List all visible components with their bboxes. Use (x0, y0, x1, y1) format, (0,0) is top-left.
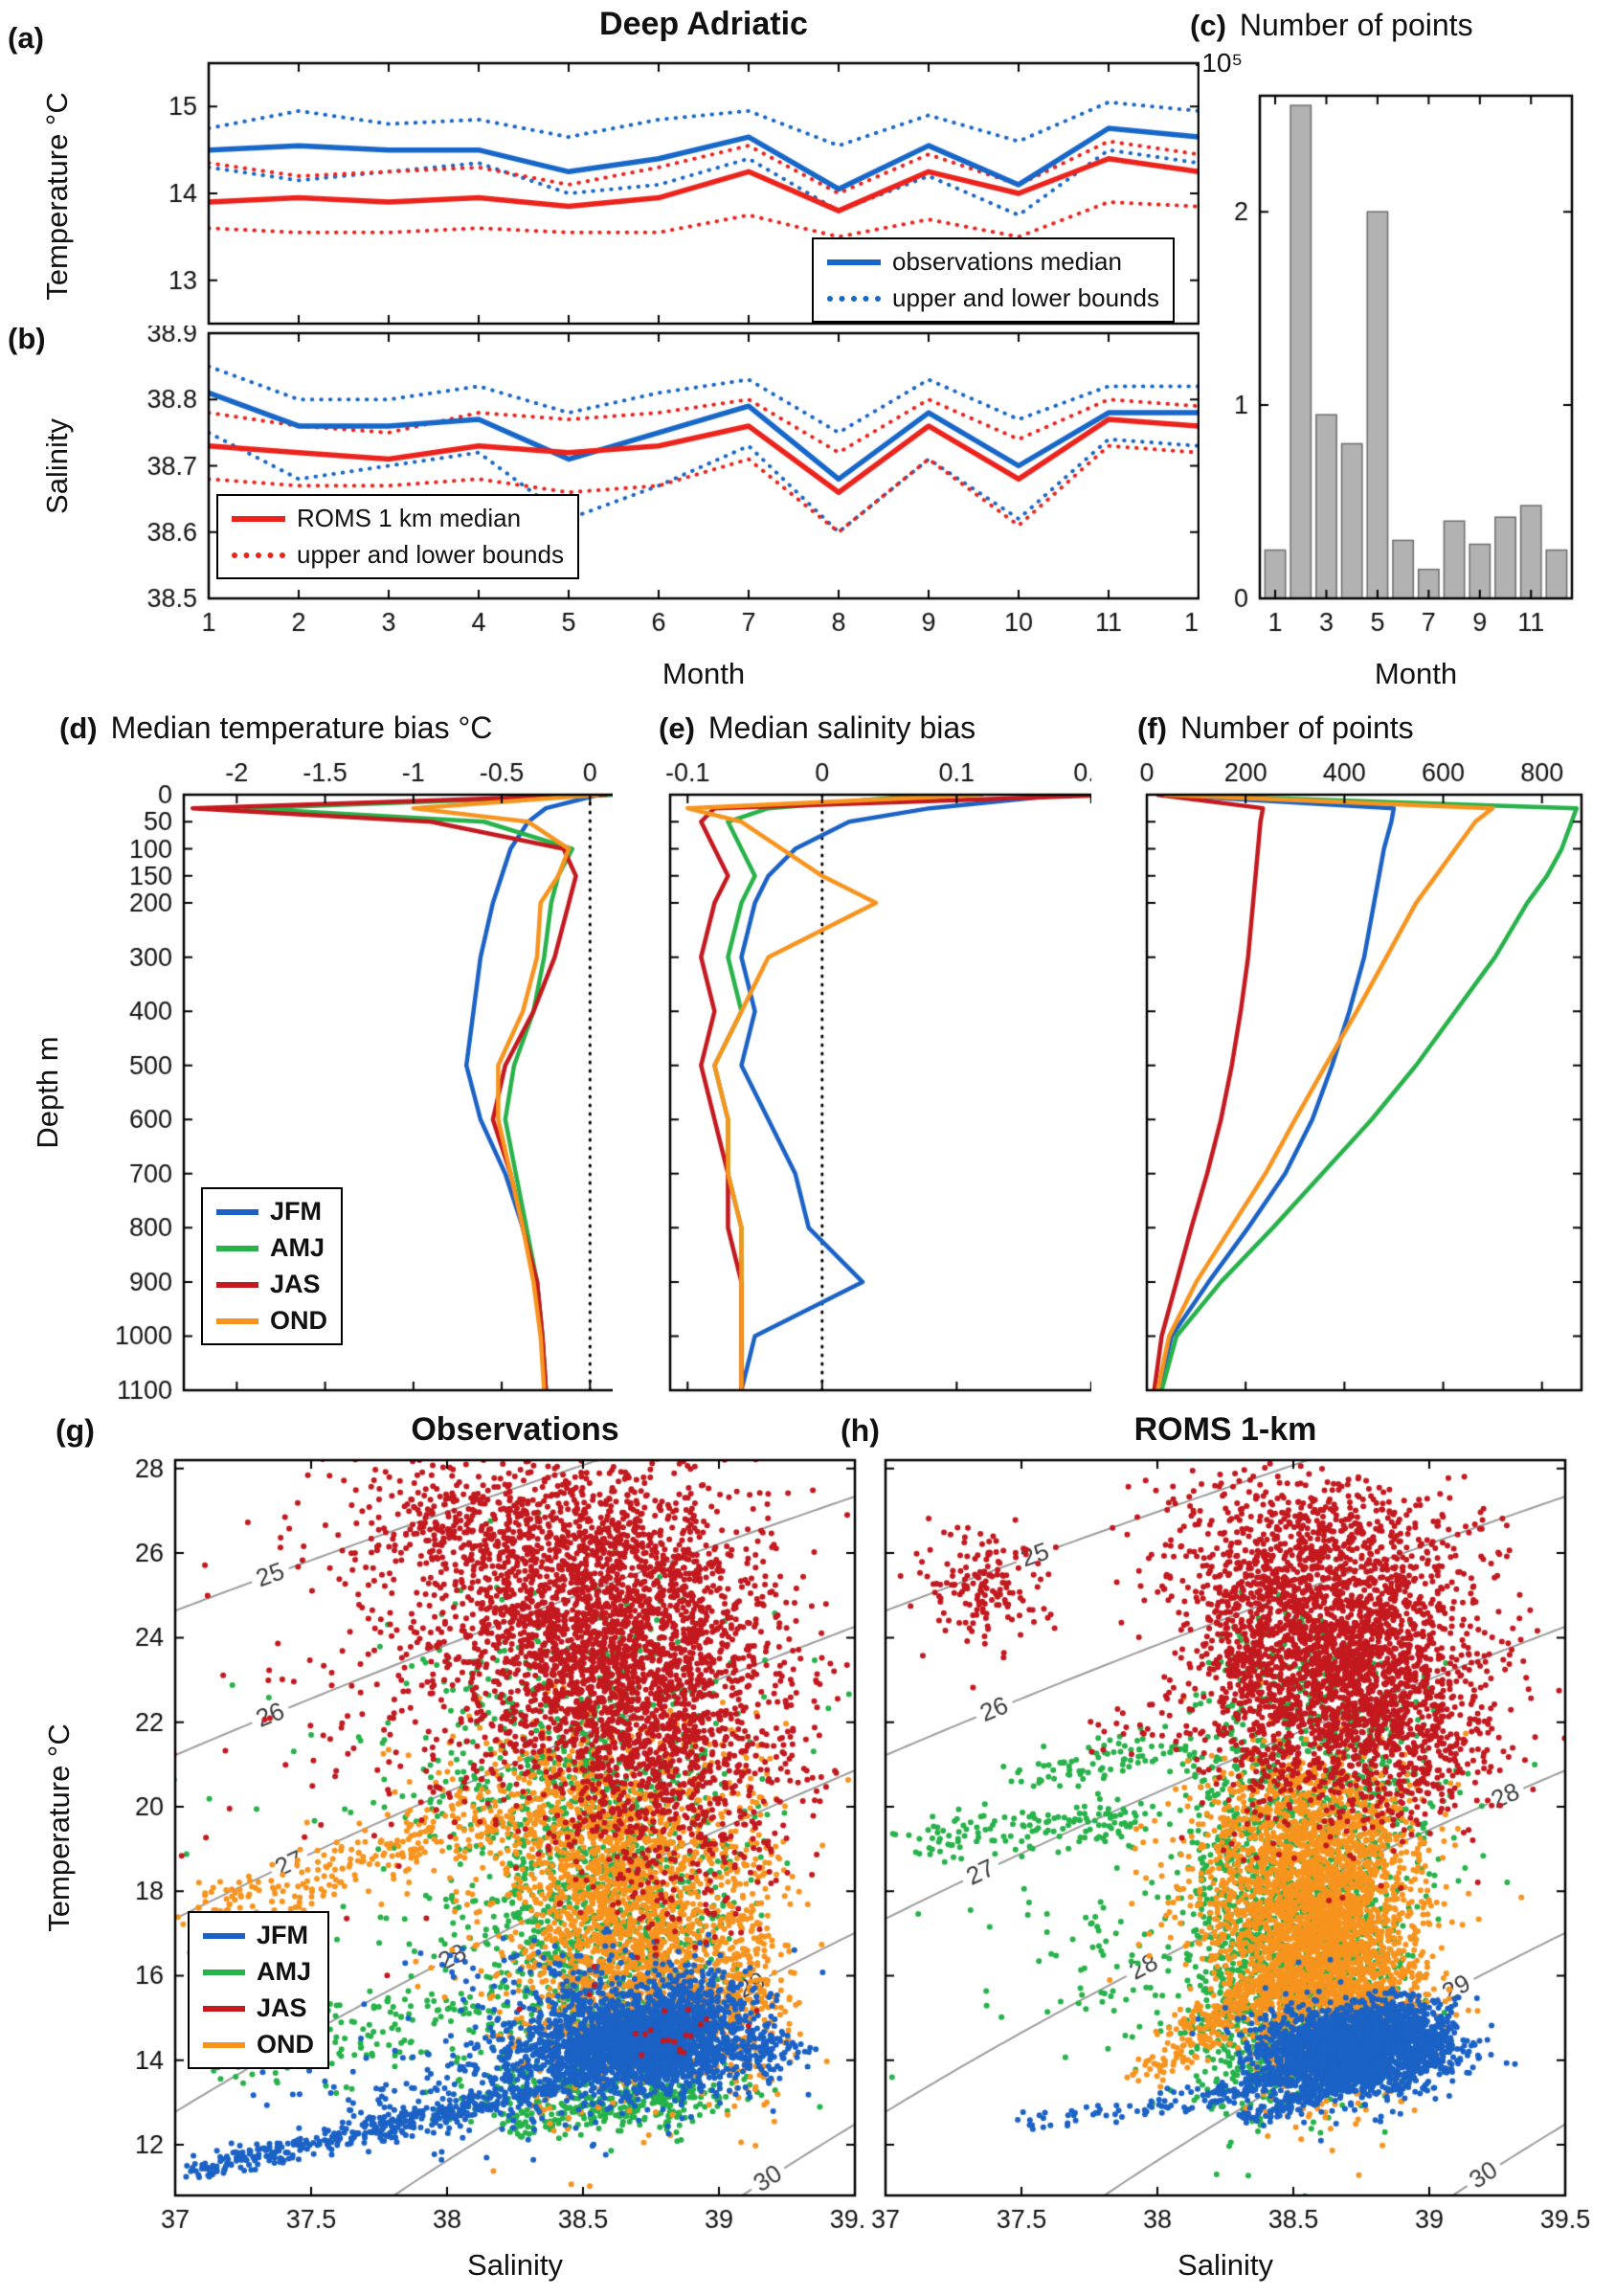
amj-line-swatch (203, 1969, 245, 1975)
panel-d-season-legend: JFM AMJ JAS OND (201, 1187, 343, 1345)
panel-h-letter: (h) (841, 1413, 880, 1448)
panel-c-scale-label: ·10⁵ (1193, 48, 1244, 78)
legend-row-ond: OND (216, 1306, 327, 1336)
panel-f-header: (f) Number of points (1137, 710, 1414, 746)
roms-median-line-swatch (232, 515, 285, 522)
roms-bounds-line-swatch (232, 551, 285, 558)
legend-row-jfm: JFM (216, 1197, 327, 1227)
panel-d-ylabel: Depth m (31, 1036, 64, 1149)
legend-row-roms-bounds: upper and lower bounds (232, 540, 564, 570)
ond-line-swatch (203, 2041, 245, 2048)
legend-row-ond: OND (203, 2030, 314, 2060)
panel-f-letter: (f) (1137, 711, 1167, 745)
observations-median-line-swatch (827, 259, 881, 265)
panel-e-letter: (e) (659, 711, 695, 745)
panel-b-ylabel: Salinity (40, 418, 74, 514)
panel-b-legend: ROMS 1 km median upper and lower bounds (216, 494, 579, 579)
jas-line-swatch (203, 2005, 245, 2012)
panel-c-header: (c) Number of points (1190, 8, 1473, 43)
panel-f-title: Number of points (1179, 710, 1414, 745)
legend-row-amj: AMJ (216, 1233, 327, 1263)
panel-h-title: ROMS 1-km (1133, 1411, 1317, 1448)
jas-line-swatch (216, 1281, 258, 1288)
panel-d-header: (d) Median temperature bias °C (59, 710, 492, 746)
panel-e-header: (e) Median salinity bias (659, 710, 976, 746)
amj-line-swatch (216, 1245, 258, 1251)
panel-h-xlabel: Salinity (1178, 2248, 1273, 2282)
legend-row-observations-median: observations median (827, 247, 1159, 277)
panel-e-salinity-bias-profile (613, 754, 1134, 1425)
jfm-label: JFM (257, 1921, 308, 1949)
legend-row-jfm: JFM (203, 1921, 314, 1950)
observations-median-label: observations median (892, 247, 1122, 276)
panel-d-letter: (d) (59, 711, 98, 745)
panel-g-ylabel: Temperature °C (42, 1723, 76, 1932)
ond-label: OND (257, 2030, 314, 2059)
legend-row-amj: AMJ (203, 1957, 314, 1987)
panel-b-letter: (b) (8, 322, 46, 355)
panel-a-legend: observations median upper and lower boun… (812, 237, 1175, 323)
jfm-line-swatch (203, 1932, 245, 1939)
panel-g-title: Observations (411, 1411, 619, 1448)
roms-median-label: ROMS 1 km median (297, 504, 522, 532)
amj-label: AMJ (270, 1233, 325, 1262)
ond-label: OND (270, 1306, 327, 1335)
panel-g-xlabel: Salinity (467, 2248, 563, 2282)
panel-c-letter: (c) (1190, 9, 1226, 42)
panel-f-points-profile (1091, 754, 1615, 1425)
roms-bounds-label: upper and lower bounds (297, 540, 564, 569)
panel-g-season-legend: JFM AMJ JAS OND (188, 1911, 329, 2069)
panel-c-xlabel: Month (1374, 657, 1458, 690)
legend-row-obs-bounds: upper and lower bounds (827, 283, 1159, 313)
panel-g-letter: (g) (56, 1413, 95, 1448)
panel-c-points-histogram (1200, 43, 1615, 651)
obs-bounds-label: upper and lower bounds (892, 283, 1159, 312)
jas-label: JAS (257, 1993, 307, 2022)
panel-e-title: Median salinity bias (707, 710, 976, 745)
panel-b-salinity-month-chart (96, 326, 1206, 646)
panel-d-temperature-bias-profile (57, 754, 656, 1425)
jas-label: JAS (270, 1270, 321, 1298)
panel-a-letter: (a) (8, 21, 44, 55)
jfm-label: JFM (270, 1197, 322, 1226)
jfm-line-swatch (216, 1208, 258, 1215)
ond-line-swatch (216, 1317, 258, 1324)
panel-c-title: Number of points (1239, 8, 1473, 42)
amj-label: AMJ (257, 1957, 312, 1986)
legend-row-roms-median: ROMS 1 km median (232, 504, 564, 533)
panel-a-title: Deep Adriatic (599, 6, 808, 42)
obs-bounds-line-swatch (827, 295, 881, 302)
panel-g-ts-scatter-observations (86, 1436, 866, 2236)
legend-row-jas: JAS (216, 1270, 327, 1299)
panel-h-ts-scatter-roms (866, 1436, 1615, 2236)
legend-row-jas: JAS (203, 1993, 314, 2023)
panel-b-xlabel: Month (662, 657, 746, 690)
panel-d-title: Median temperature bias °C (110, 710, 493, 745)
